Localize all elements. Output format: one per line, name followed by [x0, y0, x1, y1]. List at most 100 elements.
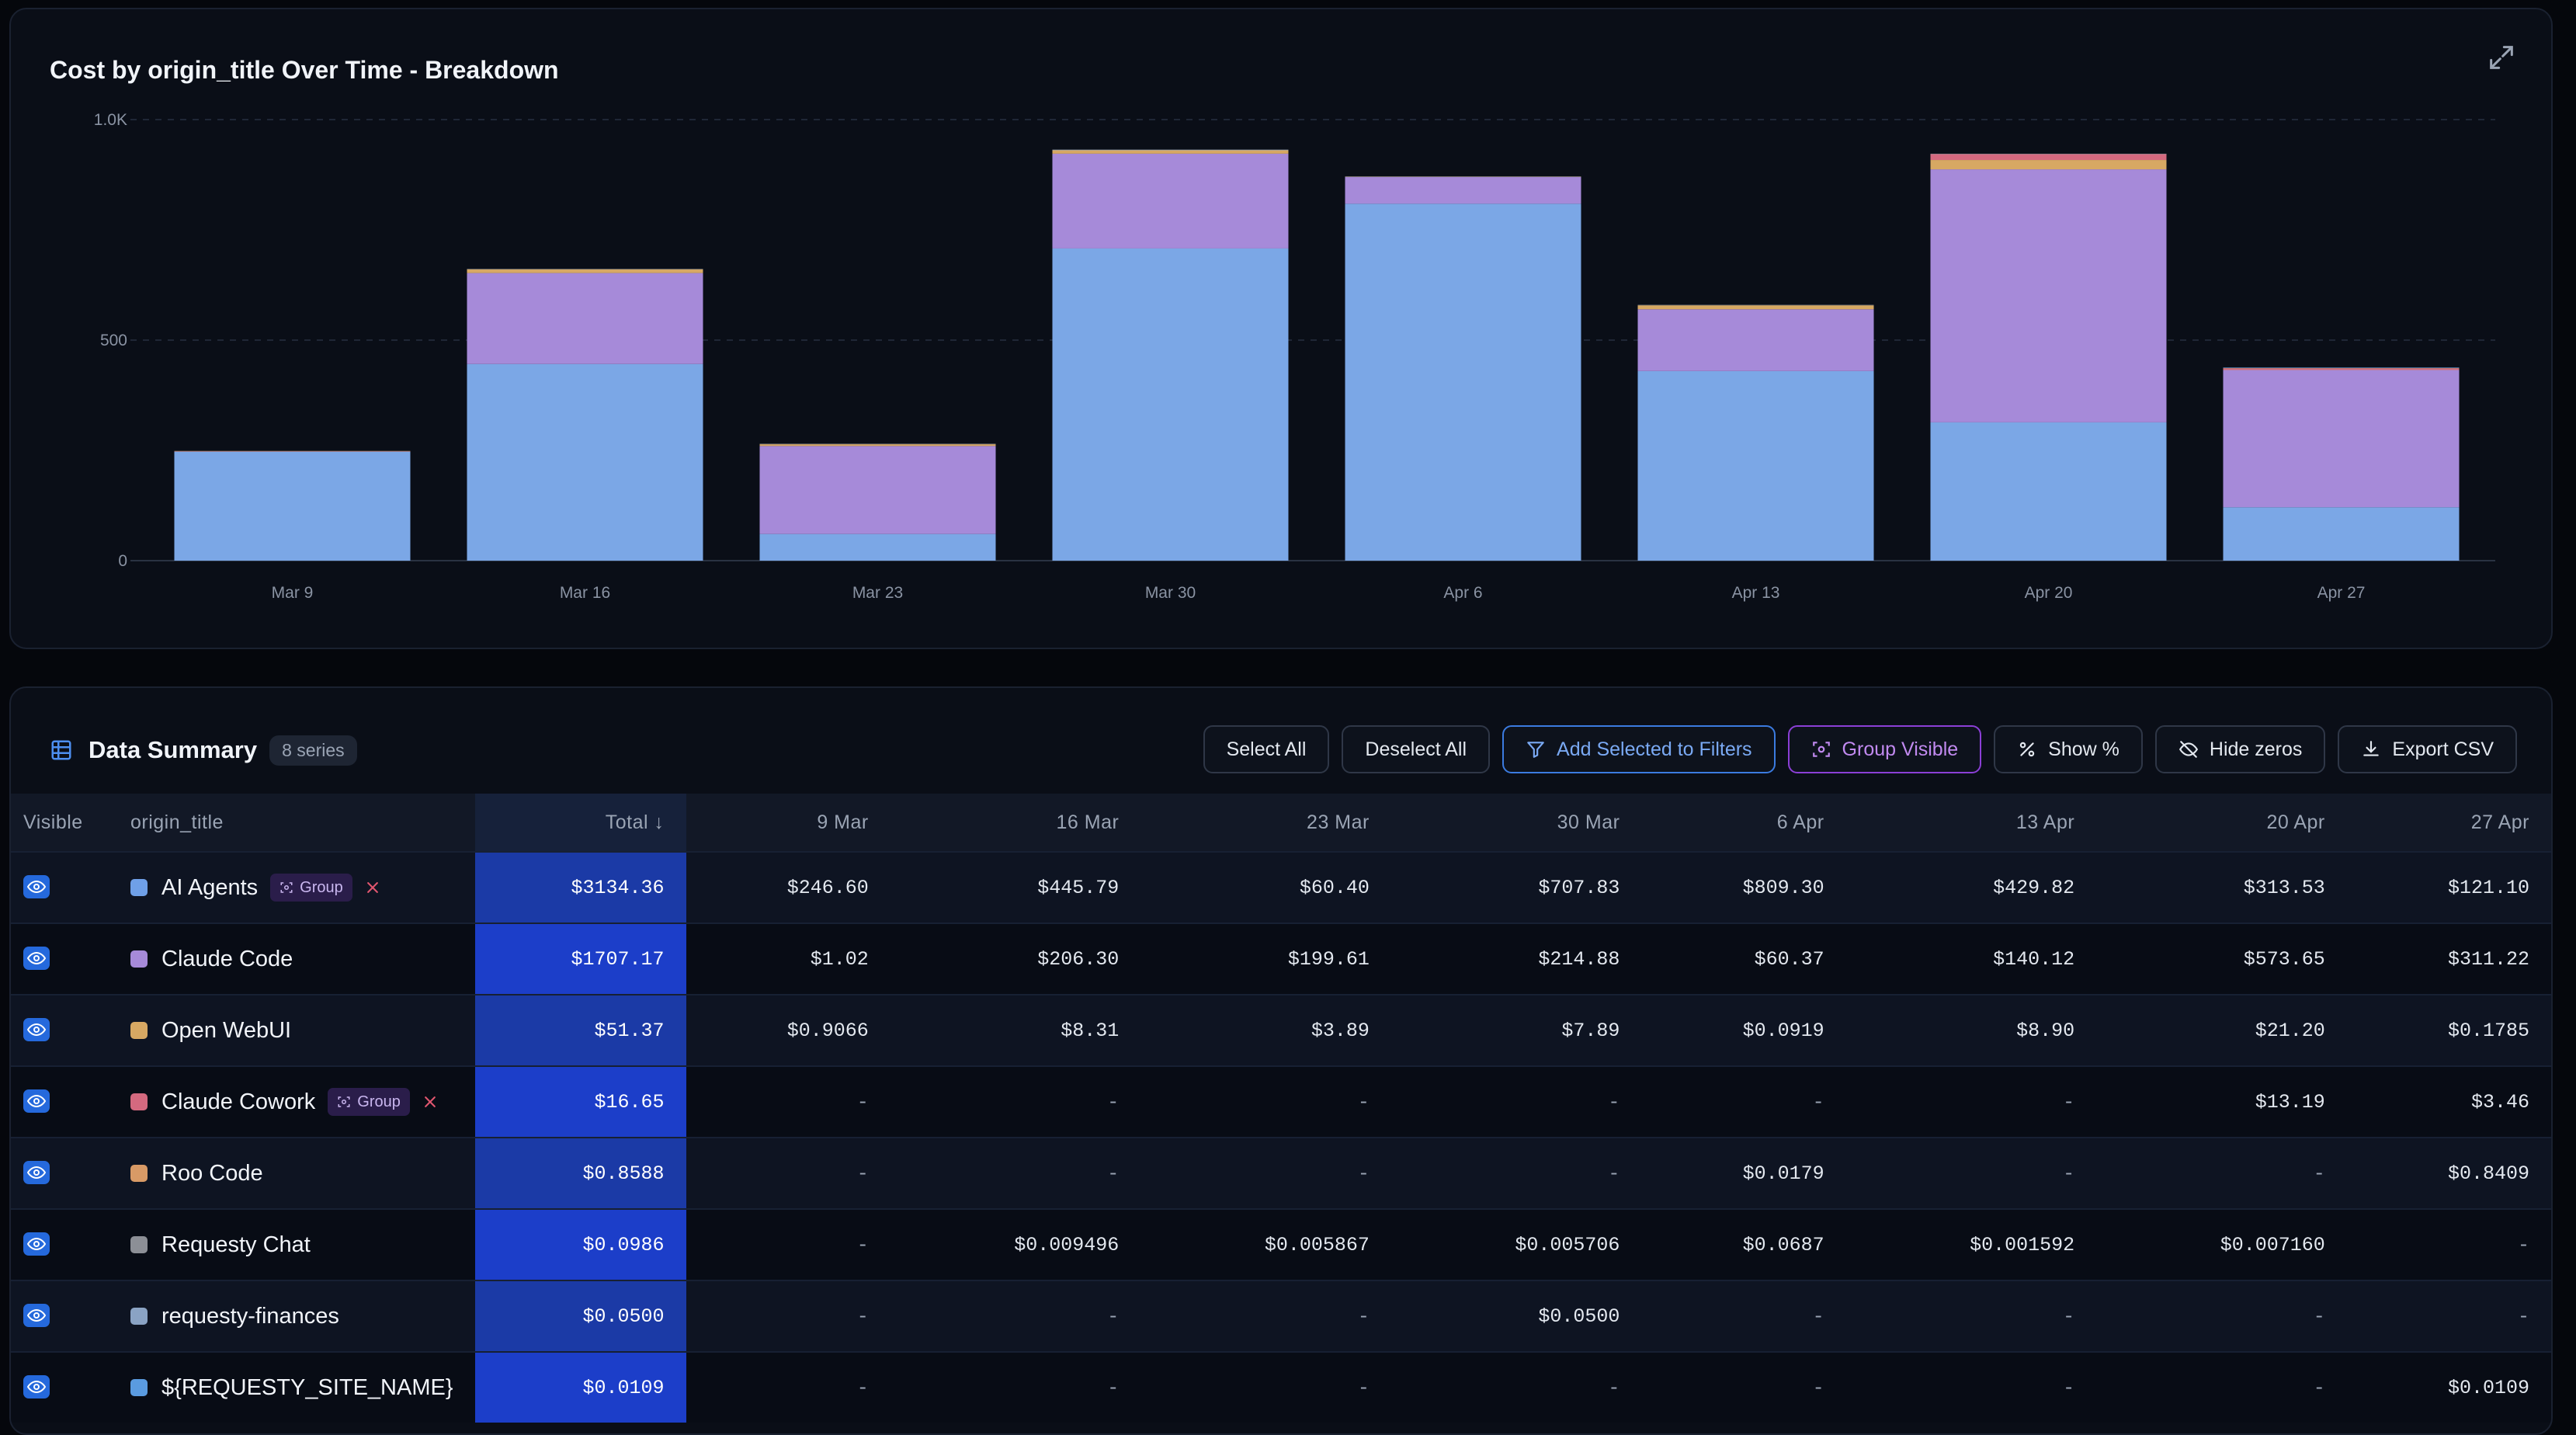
- bar-segment[interactable]: [467, 363, 703, 561]
- value-cell: -: [890, 1137, 1141, 1209]
- value-cell: $121.10: [2346, 851, 2551, 923]
- total-cell: $0.8588: [474, 1137, 686, 1209]
- date-header[interactable]: 20 Apr: [2096, 794, 2347, 852]
- series-name: AI Agents: [161, 874, 259, 900]
- date-header[interactable]: 30 Mar: [1390, 794, 1642, 852]
- expand-icon[interactable]: [2486, 42, 2517, 73]
- table-row: Requesty Chat $0.0986- $0.009496 $0.005867 $…: [11, 1208, 2551, 1280]
- series-name: Open WebUI: [161, 1017, 292, 1043]
- bar-segment[interactable]: [1345, 176, 1581, 177]
- date-header[interactable]: 23 Mar: [1140, 794, 1391, 852]
- series-name: Claude Code: [161, 946, 293, 971]
- value-cell: -: [1845, 1137, 2097, 1209]
- total-cell: $1707.17: [474, 922, 686, 995]
- x-tick-label: Mar 16: [560, 584, 610, 602]
- bar-segment[interactable]: [2223, 368, 2460, 370]
- origin-title-cell: Roo Code: [130, 1137, 475, 1209]
- bar-segment[interactable]: [174, 451, 411, 452]
- table-row: ${REQUESTY_SITE_NAME} $0.0109- - - - - - - $0.01…: [11, 1351, 2551, 1423]
- bar-segment[interactable]: [759, 444, 996, 446]
- deselect-all-label: Deselect All: [1365, 738, 1467, 760]
- series-color-swatch: [130, 950, 148, 968]
- export-csv-button[interactable]: Export CSV: [2338, 725, 2517, 773]
- bar-segment[interactable]: [1930, 169, 2167, 422]
- bar-segment[interactable]: [759, 446, 996, 534]
- value-cell: -: [890, 1065, 1141, 1138]
- stacked-bar-chart: 0 500 1.0K Mar 9 Mar 16 Mar 23 Mar 30 Apr 6 Apr …: [94, 111, 2495, 602]
- summary-table: Visible origin_title Total ↓ 9 Mar 16 Mar…: [11, 794, 2551, 1423]
- bar-segment[interactable]: [1930, 153, 2167, 155]
- origin-title-cell: ${REQUESTY_SITE_NAME}: [130, 1351, 475, 1423]
- visibility-toggle[interactable]: [23, 1160, 50, 1184]
- series-color-swatch: [130, 1236, 148, 1253]
- bar-segment[interactable]: [1345, 203, 1581, 561]
- hide-zeros-button[interactable]: Hide zeros: [2154, 725, 2326, 773]
- total-cell: $0.0986: [474, 1208, 686, 1280]
- visibility-toggle[interactable]: [23, 1374, 50, 1399]
- value-cell: $8.90: [1845, 994, 2097, 1066]
- visibility-toggle[interactable]: [23, 1232, 50, 1256]
- visibility-toggle[interactable]: [23, 874, 50, 898]
- y-tick-label: 500: [100, 332, 127, 349]
- value-cell: -: [1845, 1351, 2097, 1423]
- bar-segment[interactable]: [2223, 367, 2460, 369]
- bar-segment[interactable]: [759, 443, 996, 445]
- select-all-button[interactable]: Select All: [1203, 725, 1330, 773]
- group-visible-button[interactable]: Group Visible: [1787, 725, 1982, 773]
- bar-segment[interactable]: [1052, 150, 1289, 154]
- group-icon: [1812, 742, 1830, 757]
- visible-cell: [11, 1137, 130, 1209]
- value-cell: $0.8409: [2346, 1137, 2551, 1209]
- summary-header: Data Summary 8 series: [50, 728, 357, 772]
- visibility-toggle[interactable]: [23, 1017, 50, 1041]
- bar-segment[interactable]: [1930, 154, 2167, 161]
- bar-segment[interactable]: [1345, 177, 1581, 204]
- chart-title: Cost by origin_title Over Time - Breakdo…: [50, 56, 559, 84]
- remove-group-icon[interactable]: [422, 1094, 438, 1110]
- date-header[interactable]: 9 Mar: [686, 794, 890, 852]
- date-header[interactable]: 6 Apr: [1641, 794, 1846, 852]
- bar-segment[interactable]: [1637, 305, 1874, 310]
- visible-cell: [11, 1351, 130, 1423]
- bar-segment[interactable]: [1930, 422, 2167, 561]
- x-tick-label: Mar 23: [852, 584, 903, 602]
- date-header[interactable]: 27 Apr: [2346, 794, 2551, 852]
- bar-segment[interactable]: [1930, 160, 2167, 170]
- remove-group-icon[interactable]: [365, 880, 380, 895]
- origin-title-header[interactable]: origin_title: [130, 794, 475, 852]
- value-cell: $3.46: [2346, 1065, 2551, 1138]
- bar-segment[interactable]: [2223, 370, 2460, 508]
- add-to-filters-button[interactable]: Add Selected to Filters: [1502, 725, 1776, 773]
- group-visible-label: Group Visible: [1842, 738, 1959, 760]
- date-header[interactable]: 13 Apr: [1845, 794, 2097, 852]
- bar-segment[interactable]: [1052, 248, 1289, 561]
- bar-segment[interactable]: [174, 450, 411, 452]
- bar-segment[interactable]: [759, 533, 996, 561]
- bar-segment[interactable]: [1052, 153, 1289, 248]
- bar-segment[interactable]: [467, 269, 703, 273]
- show-percent-button[interactable]: Show %: [1994, 725, 2143, 773]
- bar-segment[interactable]: [1637, 304, 1874, 306]
- visibility-toggle[interactable]: [23, 946, 50, 970]
- bar-segment[interactable]: [2223, 367, 2460, 368]
- visibility-toggle[interactable]: [23, 1089, 50, 1113]
- total-header[interactable]: Total ↓: [474, 794, 686, 852]
- value-cell: -: [1140, 1351, 1391, 1423]
- bar-segment[interactable]: [1637, 309, 1874, 371]
- value-cell: $313.53: [2096, 851, 2347, 923]
- eye-icon: [27, 880, 46, 893]
- deselect-all-button[interactable]: Deselect All: [1342, 725, 1491, 773]
- value-cell: $809.30: [1641, 851, 1846, 923]
- bar-segment[interactable]: [1052, 149, 1289, 151]
- bar-segment[interactable]: [467, 273, 703, 364]
- table-row: Roo Code $0.8588- - - - $0.0179- - $0.8409: [11, 1137, 2551, 1209]
- value-cell: $573.65: [2096, 922, 2347, 995]
- bar-segment[interactable]: [2223, 507, 2460, 561]
- table-header-row: Visible origin_title Total ↓ 9 Mar 16 Mar…: [11, 794, 2551, 852]
- date-header[interactable]: 16 Mar: [890, 794, 1141, 852]
- bar-segment[interactable]: [174, 451, 411, 561]
- value-cell: $140.12: [1845, 922, 2097, 995]
- visibility-toggle[interactable]: [23, 1303, 50, 1327]
- bar-segment[interactable]: [1637, 370, 1874, 561]
- origin-title-cell: Claude Cowork Group: [130, 1065, 475, 1138]
